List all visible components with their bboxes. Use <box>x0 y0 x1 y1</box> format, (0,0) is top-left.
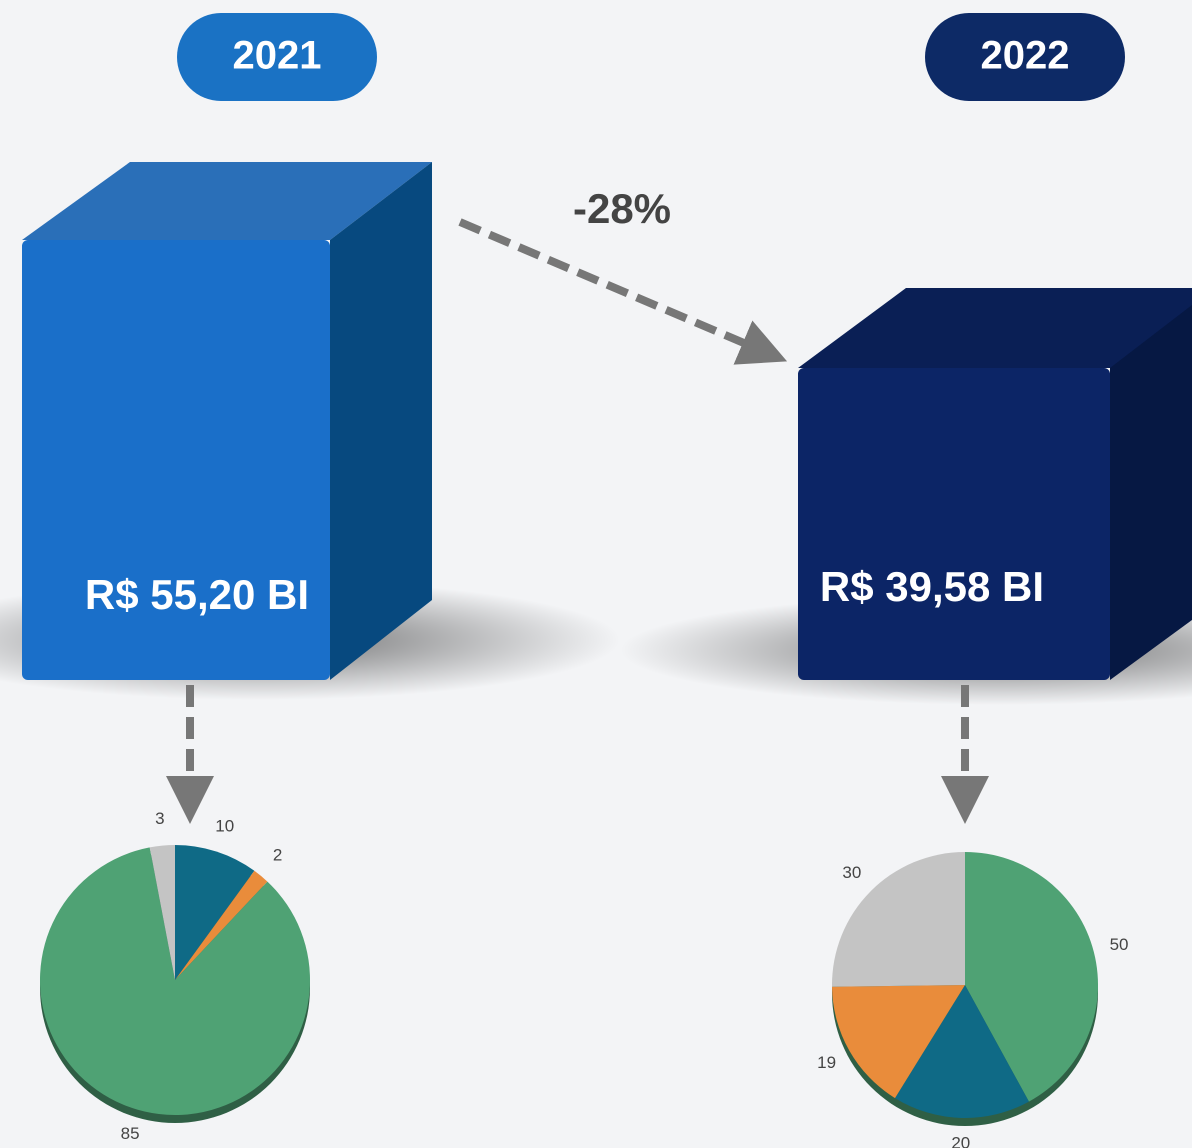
change: -28% <box>573 185 671 232</box>
amount: R$ 55,20 BI <box>85 571 309 618</box>
slice-label: 50 <box>1110 935 1129 954</box>
pie-slice <box>832 985 965 1099</box>
year-pill <box>177 13 377 101</box>
slice-label: 85 <box>121 1124 140 1143</box>
pie-slice <box>175 870 268 980</box>
year-pill <box>925 13 1125 101</box>
slice-label: 30 <box>842 863 861 882</box>
slice-label: 10 <box>215 816 234 835</box>
slice-label: 2 <box>273 845 282 864</box>
pie-slice <box>39 847 310 1115</box>
slice-label: 19 <box>817 1053 836 1072</box>
year: 2021 <box>233 34 322 78</box>
box <box>22 162 432 680</box>
slice-label: 20 <box>951 1133 970 1148</box>
pie-slice <box>149 845 175 980</box>
amount: R$ 39,58 BI <box>820 563 1044 610</box>
arrow <box>458 218 788 365</box>
pie-slice <box>965 852 1098 1102</box>
pie-slice <box>175 845 255 980</box>
year: 2022 <box>981 34 1070 78</box>
box <box>798 288 1192 680</box>
pie-slice <box>894 985 1029 1118</box>
slice-label: 3 <box>155 809 164 828</box>
pie-slice <box>832 852 965 987</box>
